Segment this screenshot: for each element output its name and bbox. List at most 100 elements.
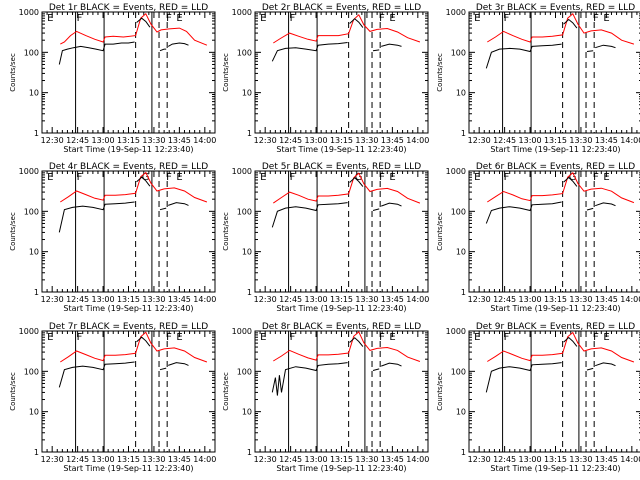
x-tick-label: 13:15 bbox=[117, 295, 140, 304]
x-tick-label: 13:15 bbox=[330, 455, 353, 464]
x-axis-label: Start Time (19-Sep-11 12:23:40) bbox=[63, 464, 193, 473]
plot-frame bbox=[468, 11, 640, 134]
x-tick-label: 14:00 bbox=[620, 136, 640, 145]
x-axis-label: Start Time (19-Sep-11 12:23:40) bbox=[63, 304, 193, 313]
interval-marker-letter: F bbox=[504, 13, 510, 24]
y-tick-label: 1000 bbox=[232, 8, 252, 17]
x-tick-label: 12:45 bbox=[66, 455, 89, 464]
events-rate-line bbox=[372, 49, 380, 52]
lld-rate-line bbox=[487, 331, 635, 363]
events-rate-line bbox=[271, 42, 348, 62]
x-tick-label: 13:15 bbox=[330, 136, 353, 145]
interval-marker-letter: F bbox=[77, 172, 83, 183]
x-tick-label: 13:45 bbox=[168, 136, 191, 145]
interval-marker-letter: E bbox=[176, 13, 182, 24]
events-rate-line bbox=[159, 367, 167, 371]
interval-marker-letter: E bbox=[389, 332, 395, 343]
y-axis-label: Counts/sec bbox=[9, 372, 17, 411]
interval-marker-letter: G bbox=[355, 172, 363, 183]
lld-rate-line bbox=[487, 13, 635, 45]
interval-marker-letter: E bbox=[260, 332, 266, 343]
x-tick-label: 13:00 bbox=[519, 136, 542, 145]
x-axis-label: Start Time (19-Sep-11 12:23:40) bbox=[490, 464, 620, 473]
events-rate-line bbox=[168, 362, 189, 366]
interval-marker-letter: E bbox=[474, 332, 480, 343]
y-tick-label: 10 bbox=[29, 408, 39, 417]
y-tick-label: 10 bbox=[242, 248, 252, 257]
y-tick-label: 1000 bbox=[446, 8, 466, 17]
x-tick-label: 13:30 bbox=[355, 136, 378, 145]
x-tick-label: 14:00 bbox=[406, 136, 429, 145]
x-tick-label: 13:30 bbox=[142, 295, 165, 304]
x-tick-label: 12:30 bbox=[468, 295, 491, 304]
y-axis-label: Counts/sec bbox=[436, 212, 444, 251]
chart-title: Det 6r BLACK = Events, RED = LLD bbox=[476, 162, 635, 172]
y-tick-label: 10 bbox=[29, 248, 39, 257]
x-tick-label: 12:45 bbox=[493, 295, 516, 304]
x-tick-label: 12:45 bbox=[279, 136, 302, 145]
events-rate-line bbox=[485, 43, 562, 69]
interval-marker-letter: E bbox=[260, 13, 266, 24]
events-rate-line bbox=[136, 336, 151, 347]
events-rate-line bbox=[136, 176, 151, 187]
y-tick-label: 10 bbox=[29, 89, 39, 98]
interval-marker-letter: G bbox=[569, 172, 577, 183]
y-axis-label: Counts/sec bbox=[222, 372, 230, 411]
chart-title: Det 7r BLACK = Events, RED = LLD bbox=[49, 322, 208, 332]
lld-rate-line bbox=[60, 331, 208, 363]
y-tick-label: 100 bbox=[24, 367, 39, 376]
events-rate-line bbox=[563, 176, 578, 187]
lld-rate-line bbox=[60, 13, 208, 46]
interval-marker-letter: F bbox=[77, 332, 83, 343]
y-tick-label: 100 bbox=[237, 367, 252, 376]
chart-title: Det 3r BLACK = Events, RED = LLD bbox=[476, 3, 635, 13]
plot-frame bbox=[468, 330, 640, 453]
interval-marker-letter: F bbox=[379, 332, 385, 343]
interval-marker-letter: E bbox=[603, 172, 609, 183]
interval-marker-letter: F bbox=[593, 332, 599, 343]
interval-marker-letter: E bbox=[389, 13, 395, 24]
y-tick-label: 1 bbox=[34, 448, 39, 457]
x-tick-label: 14:00 bbox=[406, 455, 429, 464]
x-tick-label: 13:00 bbox=[92, 295, 115, 304]
y-tick-label: 1000 bbox=[232, 167, 252, 176]
lld-rate-line bbox=[487, 171, 635, 204]
interval-marker-letter: E bbox=[260, 172, 266, 183]
y-tick-label: 10 bbox=[242, 408, 252, 417]
lld-rate-line bbox=[273, 13, 421, 44]
x-tick-label: 13:30 bbox=[142, 455, 165, 464]
x-tick-label: 12:30 bbox=[41, 136, 64, 145]
interval-marker-letter: E bbox=[474, 172, 480, 183]
y-tick-label: 1000 bbox=[19, 167, 39, 176]
x-tick-label: 13:15 bbox=[544, 136, 567, 145]
interval-marker-letter: E bbox=[47, 332, 53, 343]
events-rate-line bbox=[586, 207, 594, 211]
x-tick-label: 12:45 bbox=[279, 455, 302, 464]
x-tick-label: 13:45 bbox=[168, 295, 191, 304]
interval-marker-letter: E bbox=[603, 13, 609, 24]
chart-panel: Det 8r BLACK = Events, RED = LLD 1 10 100 10… bbox=[222, 322, 429, 473]
x-axis-label: Start Time (19-Sep-11 12:23:40) bbox=[490, 304, 620, 313]
x-tick-label: 12:45 bbox=[66, 295, 89, 304]
interval-marker-letter: F bbox=[593, 13, 599, 24]
x-tick-label: 12:45 bbox=[493, 136, 516, 145]
chart-panel: Det 9r BLACK = Events, RED = LLD 1 10 100 10… bbox=[436, 322, 640, 473]
events-rate-line bbox=[349, 18, 364, 28]
events-rate-line bbox=[58, 41, 135, 65]
interval-marker-letter: E bbox=[176, 332, 182, 343]
y-tick-label: 1000 bbox=[19, 8, 39, 17]
y-tick-label: 10 bbox=[456, 408, 466, 417]
y-tick-label: 1000 bbox=[446, 167, 466, 176]
interval-marker-letter: F bbox=[166, 332, 172, 343]
chart-title: Det 5r BLACK = Events, RED = LLD bbox=[262, 162, 421, 172]
interval-marker-letter: E bbox=[47, 172, 53, 183]
x-tick-label: 12:45 bbox=[279, 295, 302, 304]
x-tick-label: 13:00 bbox=[305, 136, 328, 145]
events-rate-line bbox=[136, 17, 151, 28]
y-tick-label: 100 bbox=[451, 48, 466, 57]
y-tick-label: 100 bbox=[451, 207, 466, 216]
plot-frame bbox=[468, 170, 640, 293]
events-rate-line bbox=[595, 44, 616, 49]
events-rate-line bbox=[349, 337, 364, 347]
